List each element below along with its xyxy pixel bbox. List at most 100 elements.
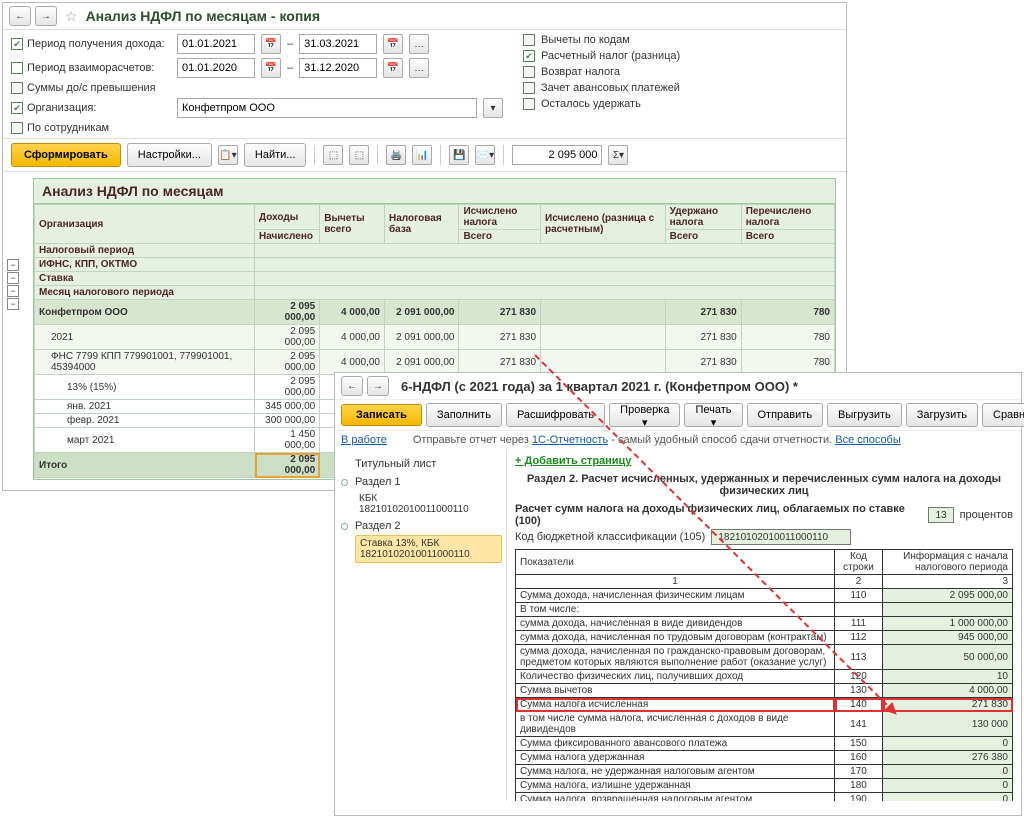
compare-button[interactable]: Сравнить [982, 403, 1024, 427]
table-row[interactable]: Сумма налога, возвращенная налоговым аге… [516, 793, 1013, 802]
by-emp-checkbox[interactable] [11, 122, 23, 134]
export-button[interactable]: Выгрузить [827, 403, 902, 427]
collapse-icon[interactable]: − [7, 272, 19, 284]
tree-sub-kbk2[interactable]: Ставка 13%, КБК18210102010011000110 [355, 535, 502, 563]
ded-codes-checkbox[interactable] [523, 34, 535, 46]
tree-item-sec2[interactable]: Раздел 2 [339, 517, 502, 535]
income-period-checkbox[interactable] [11, 38, 23, 50]
status-link[interactable]: В работе [341, 434, 387, 446]
toolbar: Сформировать Настройки... 📋▾ Найти... ⬚ … [3, 138, 846, 172]
excess-checkbox[interactable] [11, 82, 23, 94]
tree-item-sec1[interactable]: Раздел 1 [339, 473, 502, 491]
calendar-icon[interactable]: 📅 [261, 34, 281, 54]
window-title: Анализ НДФЛ по месяцам - копия [86, 8, 321, 24]
table-row[interactable]: в том числе сумма налога, исчисленная с … [516, 712, 1013, 737]
table-row[interactable]: сумма дохода, начисленная в виде дивиден… [516, 617, 1013, 631]
info-bar: В работе Отправьте отчет через 1С-Отчетн… [335, 431, 1021, 449]
table-row[interactable]: ФНС 7799 КПП 779901001, 779901001, 45394… [35, 350, 835, 375]
org-label: Организация: [27, 102, 96, 114]
all-methods-link[interactable]: Все способы [835, 434, 901, 446]
recalc-period-label: Период взаиморасчетов: [27, 62, 154, 74]
save-icon[interactable]: 💾 [449, 145, 469, 165]
nav-fwd-button[interactable]: → [367, 376, 389, 396]
tree-sub-kbk1[interactable]: КБК18210102010011000110 [355, 491, 502, 517]
calc-tax-label: Расчетный налог (разница) [541, 50, 680, 62]
check-button[interactable]: Проверка ▾ [609, 403, 680, 427]
col-org: Организация [35, 205, 255, 244]
expand-icon[interactable]: ⬚ [323, 145, 343, 165]
save-button[interactable]: Записать [341, 404, 422, 426]
print-button[interactable]: Печать ▾ [684, 403, 742, 427]
income-from-input[interactable] [177, 34, 255, 54]
table-row[interactable]: Сумма вычетов1304 000,00 [516, 684, 1013, 698]
nav-back-button[interactable]: ← [341, 376, 363, 396]
titlebar: ← → 6-НДФЛ (с 2021 года) за 1 квартал 20… [335, 373, 1021, 399]
sigma-icon[interactable]: Σ▾ [608, 145, 628, 165]
generate-button[interactable]: Сформировать [11, 143, 121, 167]
table-row[interactable]: сумма дохода, начисленная по гражданско-… [516, 645, 1013, 670]
income-period-label: Период получения дохода: [27, 38, 165, 50]
table-row[interactable]: Сумма налога исчисленная140271 830 [516, 698, 1013, 712]
add-page-link[interactable]: + Добавить страницу [515, 455, 631, 467]
report-title: Анализ НДФЛ по месяцам [34, 179, 835, 204]
panel-6ndfl-window: ← → 6-НДФЛ (с 2021 года) за 1 квартал 20… [334, 372, 1022, 816]
mail-icon[interactable]: ✉️▾ [475, 145, 495, 165]
recalc-to-input[interactable] [299, 58, 377, 78]
kbk-value[interactable]: 18210102010011000110 [711, 529, 851, 545]
period-picker-button[interactable]: … [409, 58, 429, 78]
1c-report-link[interactable]: 1С-Отчетность [532, 434, 608, 446]
filters-area: Период получения дохода: 📅 – 📅 … Период … [3, 30, 846, 138]
nav-fwd-button[interactable]: → [35, 6, 57, 26]
chart-icon[interactable]: 📊 [412, 145, 432, 165]
decrypt-button[interactable]: Расшифровать [506, 403, 605, 427]
send-button[interactable]: Отправить [747, 403, 824, 427]
rate-line: Расчет сумм налога на доходы физических … [515, 503, 1013, 527]
table-row[interactable]: сумма дохода, начисленная по трудовым до… [516, 631, 1013, 645]
remain-checkbox[interactable] [523, 98, 535, 110]
table-row[interactable]: Сумма фиксированного авансового платежа1… [516, 737, 1013, 751]
table-row[interactable]: Сумма налога удержанная160276 380 [516, 751, 1013, 765]
ded-codes-label: Вычеты по кодам [541, 34, 630, 46]
calc-tax-checkbox[interactable] [523, 50, 535, 62]
fill-button[interactable]: Заполнить [426, 403, 502, 427]
tree-item-title[interactable]: Титульный лист [339, 455, 502, 473]
titlebar: ← → ☆ Анализ НДФЛ по месяцам - копия [3, 3, 846, 30]
calendar-icon[interactable]: 📅 [383, 34, 403, 54]
income-to-input[interactable] [299, 34, 377, 54]
kbk-line: Код бюджетной классификации (105) 182101… [515, 529, 1013, 545]
table-row[interactable]: Количество физических лиц, получивших до… [516, 670, 1013, 684]
star-icon[interactable]: ☆ [65, 8, 78, 25]
table-row[interactable]: Сумма дохода, начисленная физическим лиц… [516, 589, 1013, 603]
copy-icon[interactable]: 📋▾ [218, 145, 238, 165]
import-button[interactable]: Загрузить [906, 403, 978, 427]
recalc-period-checkbox[interactable] [11, 62, 23, 74]
calendar-icon[interactable]: 📅 [261, 58, 281, 78]
section-tree: Титульный лист Раздел 1 КБК1821010201001… [335, 449, 507, 801]
nav-back-button[interactable]: ← [9, 6, 31, 26]
section2-table: Показатели Код строки Информация с начал… [515, 549, 1013, 801]
rate-value[interactable]: 13 [928, 507, 953, 523]
period-picker-button[interactable]: … [409, 34, 429, 54]
table-row[interactable]: Конфетпром ООО2 095 000,004 000,002 091 … [35, 300, 835, 325]
table-row[interactable]: Сумма налога, излишне удержанная1800 [516, 779, 1013, 793]
table-row[interactable]: В том числе: [516, 603, 1013, 617]
collapse-icon[interactable]: − [7, 259, 19, 271]
collapse-icon[interactable]: ⬚ [349, 145, 369, 165]
sum-display[interactable] [512, 145, 602, 165]
collapse-icon[interactable]: − [7, 298, 19, 310]
org-checkbox[interactable] [11, 102, 23, 114]
find-button[interactable]: Найти... [244, 143, 307, 167]
org-select[interactable] [177, 98, 477, 118]
settings-button[interactable]: Настройки... [127, 143, 212, 167]
dropdown-icon[interactable]: ▾ [483, 98, 503, 118]
collapse-icon[interactable]: − [7, 285, 19, 297]
table-row[interactable]: 20212 095 000,004 000,002 091 000,00271 … [35, 325, 835, 350]
table-row[interactable]: Сумма налога, не удержанная налоговым аг… [516, 765, 1013, 779]
table-row[interactable]: 123 [516, 575, 1013, 589]
calendar-icon[interactable]: 📅 [383, 58, 403, 78]
recalc-from-input[interactable] [177, 58, 255, 78]
refund-label: Возврат налога [541, 66, 620, 78]
print-icon[interactable]: 🖨️ [386, 145, 406, 165]
advance-checkbox[interactable] [523, 82, 535, 94]
refund-checkbox[interactable] [523, 66, 535, 78]
